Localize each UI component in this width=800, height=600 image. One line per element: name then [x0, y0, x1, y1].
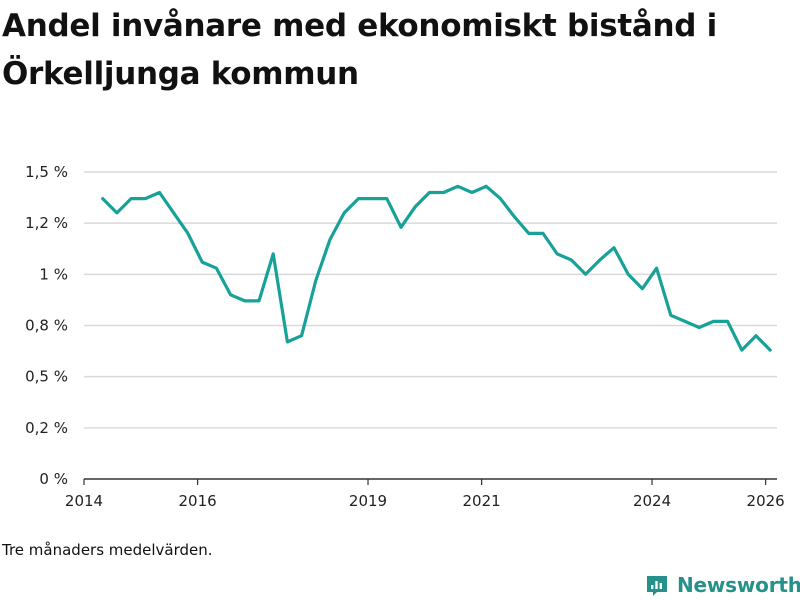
data-point	[541, 231, 545, 235]
y-tick-label: 0,8 %	[25, 317, 68, 335]
data-point	[754, 334, 758, 338]
data-point	[158, 190, 162, 194]
x-tick-label: 2021	[463, 492, 501, 510]
data-point	[655, 266, 659, 270]
brand-logo[interactable]: Newsworthy	[645, 570, 800, 600]
x-tick-label: 2026	[747, 492, 785, 510]
data-point	[527, 231, 531, 235]
y-tick-label: 1 %	[39, 265, 68, 283]
data-point	[200, 260, 204, 264]
data-point	[726, 319, 730, 323]
data-point	[243, 299, 247, 303]
data-point	[172, 211, 176, 215]
data-point	[143, 197, 147, 201]
data-point	[300, 334, 304, 338]
newsworthy-logo-icon	[647, 576, 667, 596]
x-tick-label: 2019	[349, 492, 387, 510]
data-point	[484, 184, 488, 188]
data-point	[697, 326, 701, 330]
data-point	[356, 197, 360, 201]
data-point	[371, 197, 375, 201]
data-point	[385, 197, 389, 201]
x-tick-label: 2014	[65, 492, 103, 510]
data-point	[498, 197, 502, 201]
chart-title: Andel invånare med ekonomiskt bistånd i …	[2, 8, 717, 92]
data-point	[584, 272, 588, 276]
y-tick-label: 1,5 %	[25, 163, 68, 181]
data-point	[101, 197, 105, 201]
data-point	[740, 348, 744, 352]
data-point	[413, 205, 417, 209]
data-point	[640, 287, 644, 291]
data-point	[456, 184, 460, 188]
data-point	[229, 293, 233, 297]
data-point	[626, 272, 630, 276]
data-point	[342, 211, 346, 215]
data-point	[115, 211, 119, 215]
y-axis-tick-labels: 0 % 0,2 % 0,5 % 0,8 % 1 % 1,2 % 1,5 %	[25, 163, 68, 488]
footnote: Tre månaders medelvärden.	[2, 541, 213, 559]
data-point	[257, 299, 261, 303]
y-tick-label: 0 %	[39, 470, 68, 488]
y-tick-label: 1,2 %	[25, 214, 68, 232]
data-point	[442, 190, 446, 194]
data-point	[683, 319, 687, 323]
data-point	[427, 190, 431, 194]
data-point	[768, 348, 772, 352]
x-tick-label: 2016	[179, 492, 217, 510]
data-point	[598, 258, 602, 262]
series-layer	[101, 184, 772, 352]
data-point	[555, 252, 559, 256]
data-point	[470, 190, 474, 194]
data-point	[669, 313, 673, 317]
x-tick-label: 2024	[633, 492, 671, 510]
data-point	[328, 238, 332, 242]
x-axis: 2014 2016 2019 2021 2024 2026	[65, 478, 785, 510]
y-tick-label: 0,5 %	[25, 368, 68, 386]
data-point	[129, 197, 133, 201]
gridlines	[84, 171, 777, 429]
data-point	[399, 225, 403, 229]
data-point	[513, 215, 517, 219]
series-line	[101, 184, 772, 352]
data-point	[612, 246, 616, 250]
data-point	[285, 340, 289, 344]
data-point	[314, 278, 318, 282]
y-tick-label: 0,2 %	[25, 419, 68, 437]
data-point	[271, 252, 275, 256]
data-point	[186, 231, 190, 235]
data-point	[569, 258, 573, 262]
data-point	[214, 266, 218, 270]
brand-name: Newsworthy	[677, 573, 800, 597]
data-point	[711, 319, 715, 323]
